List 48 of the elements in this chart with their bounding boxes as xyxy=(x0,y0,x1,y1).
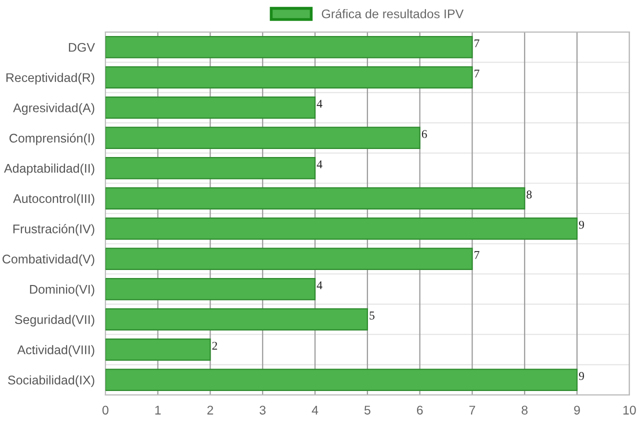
x-tick-label: 3 xyxy=(260,406,266,415)
bar xyxy=(105,187,526,210)
y-tick-label: Actividad(VIII) xyxy=(17,345,94,357)
x-tick-label: 9 xyxy=(574,406,580,415)
x-tick-label: 1 xyxy=(155,406,161,414)
bar xyxy=(105,96,316,119)
data-label: 6 xyxy=(422,130,427,138)
bar xyxy=(105,308,368,330)
y-tick-label: Seguridad(VII) xyxy=(14,314,94,326)
x-tick-label: 2 xyxy=(207,406,214,414)
bar xyxy=(105,368,578,391)
bar xyxy=(105,66,473,89)
x-tick-label: 7 xyxy=(469,406,476,414)
y-tick-label: DGV xyxy=(68,42,95,52)
bar xyxy=(105,217,578,240)
x-tick-label: 5 xyxy=(364,406,370,415)
y-tick-label: Receptividad(R) xyxy=(6,72,94,85)
y-tick-label: Autocontrol(III) xyxy=(13,194,94,206)
data-label: 2 xyxy=(212,342,218,350)
data-label: 5 xyxy=(370,312,374,320)
y-tick-label: Sociabilidad(IX) xyxy=(8,375,94,387)
y-tick-label: Frustración(IV) xyxy=(13,224,94,236)
bar xyxy=(105,248,473,270)
x-tick-label: 4 xyxy=(312,406,318,414)
data-label: 4 xyxy=(316,160,322,168)
legend-label: Gráfica de resultados IPV xyxy=(322,8,464,18)
bar xyxy=(105,36,473,58)
bar xyxy=(105,156,316,180)
data-label: 9 xyxy=(578,372,584,380)
bar xyxy=(105,126,420,150)
y-tick-label: Dominio(VI) xyxy=(30,284,94,296)
y-tick-label: Combatividad(V) xyxy=(2,254,94,266)
data-label: 4 xyxy=(316,100,322,108)
y-tick-label: Agresividad(A) xyxy=(13,103,94,115)
x-tick-label: 10 xyxy=(623,406,636,415)
data-label: 4 xyxy=(316,281,322,290)
y-tick-label: Comprensión(I) xyxy=(10,133,94,146)
y-tick-label: Adaptabilidad(II) xyxy=(4,164,94,176)
data-label: 8 xyxy=(526,190,532,199)
data-label: 7 xyxy=(474,70,480,78)
bar xyxy=(105,338,211,361)
x-tick-label: 0 xyxy=(102,406,108,415)
x-tick-label: 6 xyxy=(416,406,423,415)
x-tick-label: 8 xyxy=(522,406,528,415)
data-label: 9 xyxy=(578,220,584,229)
bar xyxy=(105,278,316,300)
data-label: 7 xyxy=(474,251,480,259)
data-label: 7 xyxy=(474,39,480,48)
